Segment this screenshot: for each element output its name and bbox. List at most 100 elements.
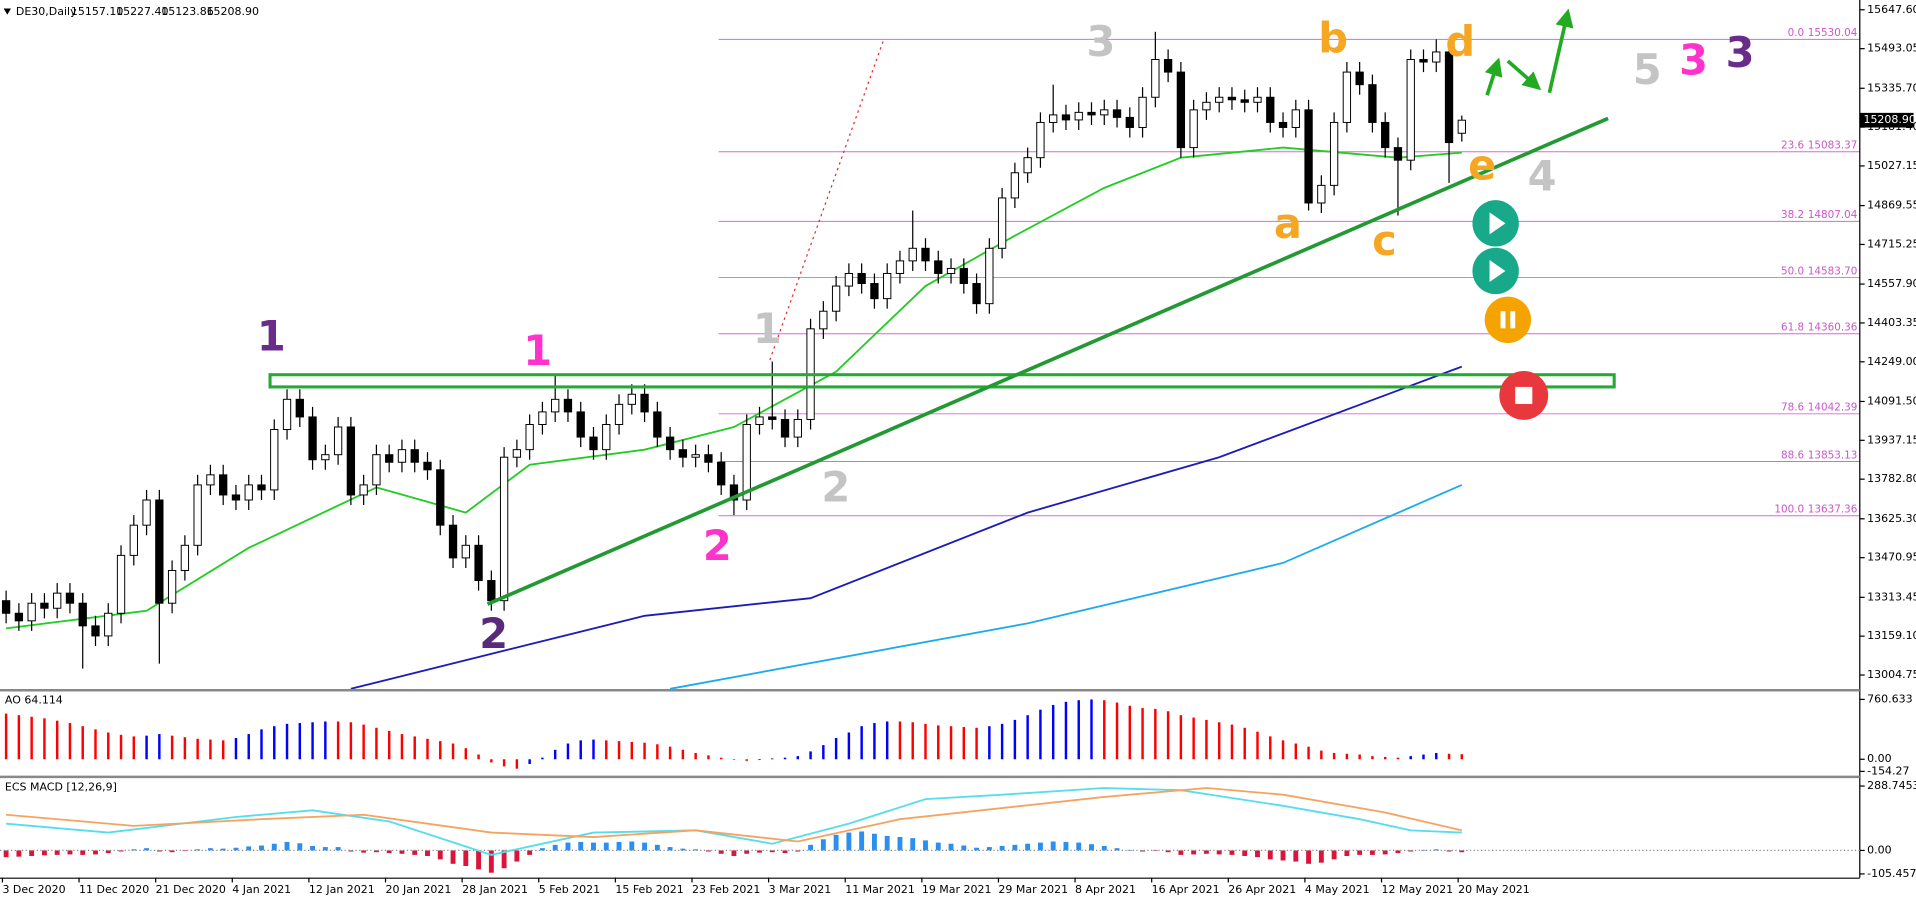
fib-price: 15530.04 xyxy=(1808,27,1858,39)
candle-body xyxy=(129,524,138,556)
fib-price: 14583.70 xyxy=(1808,265,1858,277)
candle-body xyxy=(717,461,726,486)
candle-body xyxy=(499,456,509,602)
histogram-bar xyxy=(1025,843,1031,851)
x-tick-label: 12 May 2021 xyxy=(1382,883,1454,896)
histogram-bar xyxy=(1178,850,1184,855)
histogram-bar xyxy=(1281,740,1285,760)
fib-level: 61.8 xyxy=(1781,322,1804,334)
macd-line xyxy=(6,787,1462,856)
histogram-bar xyxy=(144,848,150,851)
candle-body xyxy=(895,260,905,274)
candle-body xyxy=(793,418,802,438)
x-tick-label: 19 Mar 2021 xyxy=(922,883,992,896)
price-panel xyxy=(1,31,1860,690)
histogram-bar xyxy=(860,726,863,760)
macd-line xyxy=(6,787,1463,843)
histogram-bar xyxy=(975,727,978,760)
candle-body xyxy=(1419,59,1428,63)
candle-body xyxy=(768,416,777,420)
histogram-bar xyxy=(1114,848,1120,851)
candle-body xyxy=(589,436,598,451)
histogram-bar xyxy=(67,850,73,855)
candle-body xyxy=(78,602,87,627)
histogram-bar xyxy=(552,844,558,851)
y-tick-label: 15027.15 xyxy=(1867,159,1916,172)
histogram-bar xyxy=(1396,757,1400,760)
histogram-bar xyxy=(311,722,314,760)
symbol-marker xyxy=(3,8,11,15)
histogram-bar xyxy=(514,850,520,862)
histogram-bar xyxy=(490,759,493,763)
candle-body xyxy=(219,474,228,496)
fib-level: 50.0 xyxy=(1781,265,1804,277)
candle-body xyxy=(1087,111,1096,116)
candle-body xyxy=(487,580,496,602)
histogram-bar xyxy=(732,759,736,760)
histogram-bar xyxy=(758,759,761,761)
histogram-bar xyxy=(603,842,609,851)
candle-body xyxy=(1061,114,1071,121)
y-tick-label: 13782.80 xyxy=(1867,472,1916,485)
candle-body xyxy=(1406,59,1415,161)
histogram-bar xyxy=(93,850,98,855)
histogram-bar xyxy=(80,850,86,855)
y-tick-label: 15335.70 xyxy=(1867,81,1916,94)
histogram-bar xyxy=(1307,746,1310,760)
symbol: DE30,Daily xyxy=(16,5,77,18)
candle-body xyxy=(461,544,470,559)
candle-body xyxy=(448,524,458,559)
x-tick-label: 23 Feb 2021 xyxy=(692,883,760,896)
histogram-bar xyxy=(884,835,890,851)
y-tick-label: -105.4574 xyxy=(1867,867,1916,880)
histogram-bar xyxy=(502,759,506,767)
histogram-bar xyxy=(566,743,570,760)
histogram-bar xyxy=(259,845,264,851)
candle-body xyxy=(742,424,751,501)
histogram-bar xyxy=(1345,753,1349,760)
histogram-bar xyxy=(1191,850,1197,855)
candle-body xyxy=(665,436,675,451)
histogram-bar xyxy=(3,850,9,858)
histogram-bar xyxy=(373,850,379,853)
y-tick-label: 14557.90 xyxy=(1867,277,1916,290)
histogram-bar xyxy=(949,726,953,760)
histogram-bar xyxy=(847,732,851,760)
candle-body xyxy=(53,592,62,609)
histogram-bar xyxy=(464,748,468,760)
y-tick-label: 14715.25 xyxy=(1867,237,1916,250)
candle-body xyxy=(627,393,636,405)
histogram-bar xyxy=(399,850,405,854)
candle-body xyxy=(563,398,573,413)
histogram-bar xyxy=(565,842,571,851)
last-price-box xyxy=(1859,112,1914,128)
fib-label: 38.2 14807.04 xyxy=(1781,209,1858,221)
candle-body xyxy=(1112,109,1122,118)
histogram-bar xyxy=(605,740,608,760)
candle-body xyxy=(729,484,739,501)
histogram-bar xyxy=(1064,701,1068,760)
histogram-bar xyxy=(1230,724,1234,760)
histogram-bar xyxy=(808,844,814,851)
stop-button xyxy=(1499,371,1549,420)
histogram-bar xyxy=(1128,705,1132,760)
y-tick-label: 13004.75 xyxy=(1867,668,1916,681)
candle-body xyxy=(1240,99,1249,103)
histogram-bar xyxy=(1037,842,1043,851)
candle-body xyxy=(385,454,394,463)
wave-label: e xyxy=(1468,140,1496,189)
candle-body xyxy=(104,612,113,637)
histogram-bar xyxy=(707,755,710,760)
histogram-bar xyxy=(105,850,111,854)
candle-body xyxy=(65,592,75,604)
histogram-bar xyxy=(745,759,748,761)
candle-body xyxy=(1049,114,1058,123)
fib-label: 23.6 15083.37 xyxy=(1781,140,1857,152)
fib-price: 14360.36 xyxy=(1808,322,1858,334)
candle-body xyxy=(282,398,292,431)
candle-body xyxy=(180,544,190,571)
histogram-bar xyxy=(1103,700,1106,760)
histogram-bar xyxy=(1077,700,1080,760)
histogram-bar xyxy=(1051,704,1055,760)
x-tick-label: 20 Jan 2021 xyxy=(386,883,452,896)
